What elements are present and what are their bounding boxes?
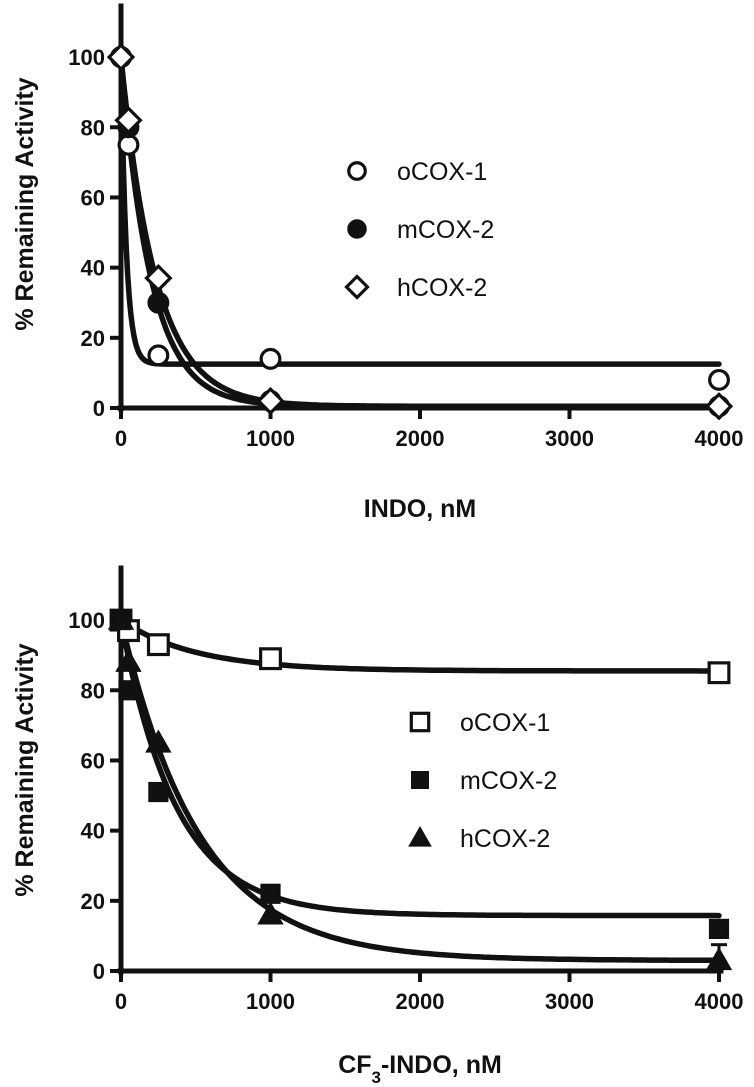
panel-2-y-tick-label: 80 bbox=[81, 678, 105, 703]
panel-1-point-oCOX-1 bbox=[117, 133, 140, 156]
panel-2-y-tick-label: 20 bbox=[81, 889, 105, 914]
panel-2-legend-marker-mCOX-2 bbox=[411, 771, 429, 789]
panel-2-y-tick-label: 0 bbox=[93, 959, 105, 984]
panel-1-legend-label: oCOX-1 bbox=[397, 158, 487, 186]
panel-1-x-tick-label: 4000 bbox=[695, 426, 744, 451]
panel-2-legend-label: mCOX-2 bbox=[460, 767, 557, 795]
panel-1-y-tick-label: 40 bbox=[81, 256, 105, 281]
panel-2-point-oCOX-1 bbox=[259, 647, 282, 671]
panel-1-y-tick-label: 0 bbox=[93, 396, 105, 421]
panel-1-x-tick-label: 0 bbox=[115, 426, 127, 451]
panel-2-fit-curve-mCOX-2 bbox=[118, 617, 722, 919]
panel-1-point-mCOX-2 bbox=[147, 291, 170, 314]
panel-1-x-tick-label: 2000 bbox=[396, 426, 445, 451]
panel-2-legend-label: oCOX-1 bbox=[460, 709, 550, 737]
panel-1-legend-label: hCOX-2 bbox=[397, 274, 487, 302]
panel-2-legend-marker-hCOX-2 bbox=[408, 825, 432, 847]
panel-1-point-hCOX-2 bbox=[256, 386, 285, 416]
panel-1-y-tick-label: 20 bbox=[81, 326, 105, 351]
panel-1-x-axis-title: INDO, nM bbox=[364, 495, 477, 523]
panel-2-point-hCOX-2 bbox=[257, 901, 284, 925]
panel-2-fit-curve-oCOX-1 bbox=[118, 617, 722, 674]
panel-1-point-hCOX-2 bbox=[704, 392, 734, 421]
panel-1-point-oCOX-1 bbox=[147, 344, 170, 367]
panel-1-fit-curve-oCOX-1 bbox=[118, 54, 722, 367]
panel-2-legend-label: hCOX-2 bbox=[460, 825, 550, 853]
panel-2-point-hCOX-2 bbox=[107, 606, 135, 630]
panel-1-legend-label: mCOX-2 bbox=[397, 216, 494, 244]
panel-2-x-tick-label: 4000 bbox=[695, 989, 744, 1014]
panel-1-point-oCOX-1 bbox=[259, 347, 282, 370]
panel-2-legend-marker-oCOX-1 bbox=[409, 711, 431, 733]
panel-2-point-mCOX-2 bbox=[148, 781, 169, 803]
panel-2-point-oCOX-1 bbox=[707, 661, 731, 685]
panel-1-x-tick-label: 1000 bbox=[246, 426, 295, 451]
panel-2-x-tick-label: 1000 bbox=[246, 989, 295, 1014]
panel-2-x-tick-label: 2000 bbox=[396, 989, 445, 1014]
panel-1-legend-marker-hCOX-2 bbox=[344, 274, 370, 300]
panel-1-point-hCOX-2 bbox=[114, 106, 143, 135]
panel-1-y-tick-label: 60 bbox=[81, 185, 105, 210]
panel-2-point-mCOX-2 bbox=[118, 680, 139, 701]
panel-1-y-tick-label: 100 bbox=[68, 45, 105, 70]
panel-1-fit-curve-hCOX-2 bbox=[118, 54, 722, 409]
panel-2-point-hCOX-2 bbox=[145, 729, 172, 753]
panel-2-fit-curve-hCOX-2 bbox=[118, 617, 722, 964]
panel-1-point-oCOX-1 bbox=[708, 368, 730, 391]
panel-1-legend-marker-mCOX-2 bbox=[347, 219, 367, 239]
panel-1-point-hCOX-2 bbox=[106, 42, 136, 72]
panel-1-y-tick-label: 80 bbox=[81, 115, 105, 140]
panel-2-x-tick-label: 3000 bbox=[545, 989, 594, 1014]
panel-2-x-axis-title: CF3-INDO, nM bbox=[338, 1051, 502, 1087]
panel-1-point-hCOX-2 bbox=[144, 264, 173, 293]
panel-2-x-tick-label: 0 bbox=[115, 989, 127, 1014]
panel-2-y-tick-label: 60 bbox=[81, 748, 105, 773]
panel-1-legend-marker-oCOX-1 bbox=[347, 161, 367, 181]
panel-1-x-tick-label: 3000 bbox=[545, 426, 594, 451]
panel-2-point-hCOX-2 bbox=[115, 648, 142, 672]
panel-2-point-oCOX-1 bbox=[146, 633, 170, 657]
panel-2-point-mCOX-2 bbox=[260, 883, 281, 904]
panel-2-y-tick-label: 100 bbox=[68, 608, 105, 633]
panel-2-point-mCOX-2 bbox=[708, 918, 730, 939]
panel-2-y-tick-label: 40 bbox=[81, 819, 105, 844]
panel-1-y-axis-title: % Remaining Activity bbox=[11, 77, 39, 330]
panel-2-y-axis-title: % Remaining Activity bbox=[11, 643, 39, 896]
